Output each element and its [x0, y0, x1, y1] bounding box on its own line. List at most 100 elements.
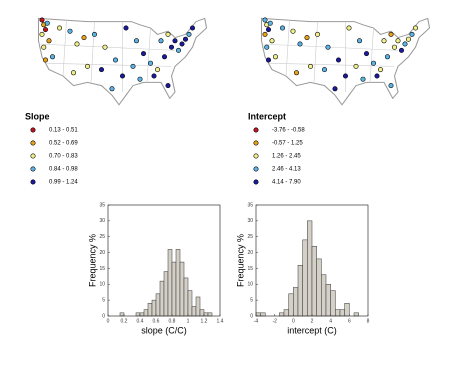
y-tick-label: 0: [250, 313, 253, 319]
site-dot: [384, 54, 390, 60]
bar: [139, 312, 145, 317]
bar: [155, 293, 161, 317]
legend-label: 0.52 - 0.69: [49, 141, 78, 147]
site-dot: [335, 57, 341, 63]
y-tick-label: 20: [247, 250, 253, 256]
legend-label: 0.99 - 1.24: [49, 180, 78, 186]
site-dot: [71, 70, 77, 76]
site-dot: [120, 73, 126, 79]
bar: [353, 312, 359, 317]
bar: [344, 303, 350, 317]
bar: [151, 299, 157, 317]
site-dot: [370, 60, 376, 66]
x-tick-label: 1: [187, 318, 190, 324]
site-dot: [353, 63, 359, 69]
bar: [143, 309, 149, 317]
y-tick-label: 25: [247, 234, 253, 240]
bar: [195, 296, 201, 317]
site-dot: [398, 47, 404, 53]
legend-swatch: [30, 140, 36, 146]
bar: [339, 309, 345, 317]
site-dot: [123, 25, 129, 31]
y-tick-label: 10: [99, 282, 105, 288]
x-tick-label: 8: [367, 318, 370, 324]
x-tick-label: 0.4: [137, 318, 144, 324]
site-dot: [391, 44, 397, 50]
bar: [288, 293, 294, 317]
legend-swatch: [30, 166, 36, 172]
legend-swatch: [253, 166, 259, 172]
y-tick-label: 5: [250, 297, 253, 303]
site-dot: [56, 25, 62, 31]
site-dot: [165, 83, 171, 89]
x-tick-label: 0: [107, 318, 110, 324]
site-dot: [148, 60, 154, 66]
x-tick-label: 2: [311, 318, 314, 324]
site-dot: [39, 31, 45, 37]
bar: [179, 261, 185, 317]
site-dot: [363, 51, 369, 57]
site-dot: [381, 38, 387, 44]
site-dot: [165, 31, 171, 37]
y-axis-label: Frequency %: [87, 234, 97, 287]
site-dot: [85, 63, 91, 69]
bar: [183, 277, 189, 317]
legend-label: 4.14 - 7.90: [272, 180, 301, 186]
y-tick-label: 35: [99, 202, 105, 208]
site-dot: [265, 57, 271, 63]
site-dot: [186, 31, 192, 37]
site-dot: [39, 17, 45, 23]
y-tick-label: 15: [99, 266, 105, 272]
site-dot: [134, 38, 140, 44]
x-tick-label: 0.8: [169, 318, 176, 324]
site-dot: [405, 36, 411, 42]
site-dot: [109, 86, 115, 92]
bar: [302, 239, 308, 317]
site-dot: [265, 27, 271, 33]
bar: [335, 309, 341, 317]
bar: [175, 249, 181, 317]
site-dot: [46, 38, 52, 44]
bar: [187, 290, 193, 317]
site-dot: [412, 25, 418, 31]
bar: [147, 303, 153, 317]
site-dot: [42, 57, 48, 63]
site-dot: [183, 36, 189, 42]
site-dot: [314, 31, 320, 37]
site-dot: [377, 67, 383, 73]
site-dot: [321, 67, 327, 73]
bar: [135, 312, 141, 317]
site-dot: [290, 28, 296, 34]
site-dot: [151, 73, 157, 79]
site-dot: [49, 54, 55, 60]
site-dot: [325, 44, 331, 50]
map-outline: [260, 17, 431, 106]
site-dot: [409, 31, 415, 37]
site-dot: [402, 41, 408, 47]
x-tick-label: 1.4: [217, 318, 224, 324]
legend-label: -0.57 - 1.25: [272, 141, 303, 147]
bar: [119, 312, 125, 317]
legend-swatch: [30, 179, 36, 185]
legend-label: 1.26 - 2.45: [272, 154, 301, 160]
plot-frame: [107, 204, 221, 317]
site-dot: [264, 44, 270, 50]
legend-swatch: [253, 127, 259, 133]
site-dot: [92, 31, 98, 37]
site-dot: [162, 54, 168, 60]
site-dot: [388, 83, 394, 89]
site-dot: [172, 38, 178, 44]
site-dot: [307, 63, 313, 69]
bar: [163, 271, 169, 317]
y-tick-label: 30: [99, 218, 105, 224]
x-axis-label: slope (C/C): [141, 325, 187, 335]
site-dot: [279, 25, 285, 31]
x-tick-label: -2: [272, 318, 277, 324]
bar: [171, 261, 177, 317]
y-tick-label: 25: [99, 234, 105, 240]
site-dot: [155, 67, 161, 73]
site-dot: [42, 27, 48, 33]
x-tick-label: -4: [254, 318, 259, 324]
site-dot: [179, 41, 185, 47]
